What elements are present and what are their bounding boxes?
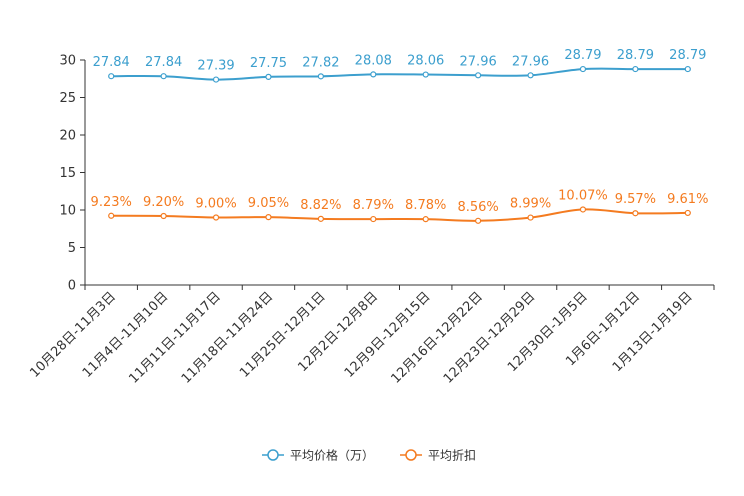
data-label: 27.96 <box>460 54 497 69</box>
data-point <box>632 65 639 73</box>
data-label: 9.20% <box>143 195 184 210</box>
data-label: 27.82 <box>302 55 339 70</box>
y-tick-label: 0 <box>68 279 76 294</box>
data-label: 9.05% <box>248 196 289 211</box>
data-point <box>160 73 167 80</box>
data-point <box>684 65 691 73</box>
series-avg-discount: 9.23% 9.20% 9.00% 9.05% 8.82% 8.79% 8.78% 8.56%… <box>91 188 708 224</box>
legend-label: 平均价格（万） <box>290 448 374 463</box>
data-point <box>212 214 220 221</box>
legend-item-avg-discount[interactable]: 平均折扣 <box>400 448 476 463</box>
data-point <box>422 216 429 223</box>
data-point <box>317 215 324 222</box>
y-tick-label: 30 <box>59 54 76 69</box>
data-label: 27.84 <box>93 55 130 70</box>
series-avg-price: 27.84 27.84 27.39 27.75 27.82 28.08 28.06 27.96… <box>93 48 706 83</box>
series-layer: 27.84 27.84 27.39 27.75 27.82 28.08 28.06 27.96… <box>91 48 708 224</box>
legend[interactable]: 平均价格（万） 平均折扣 <box>262 448 476 463</box>
data-point <box>160 212 167 220</box>
data-label: 9.57% <box>615 192 656 207</box>
data-label: 28.79 <box>669 48 706 63</box>
legend-marker-icon <box>405 449 417 461</box>
y-tick-label: 5 <box>68 241 76 256</box>
legend-item-avg-price[interactable]: 平均价格（万） <box>262 448 374 463</box>
y-tick-label: 20 <box>59 129 76 144</box>
data-label: 27.84 <box>145 55 182 70</box>
data-point <box>370 215 377 223</box>
data-label: 27.39 <box>197 59 234 74</box>
data-label: 8.99% <box>510 197 551 212</box>
y-tick-label: 15 <box>59 166 76 181</box>
series-line <box>111 208 688 222</box>
data-label: 9.23% <box>91 195 132 210</box>
data-point <box>370 71 377 78</box>
y-tick-label: 10 <box>59 204 76 219</box>
data-point <box>475 72 482 79</box>
data-label: 8.79% <box>353 198 394 213</box>
data-point <box>317 73 324 80</box>
x-tick-label: 12月16日-12月22日 <box>388 289 485 386</box>
x-tick-label: 11月11日-11月17日 <box>126 289 223 386</box>
data-point <box>475 217 482 224</box>
data-label: 28.08 <box>355 53 392 68</box>
x-tick-label: 11月18日-11月24日 <box>179 289 276 386</box>
data-point <box>108 212 115 219</box>
legend-label: 平均折扣 <box>428 448 476 463</box>
data-label: 8.82% <box>300 198 341 213</box>
data-point <box>579 206 587 213</box>
y-tick-label: 25 <box>59 91 76 106</box>
data-label: 27.75 <box>250 56 287 71</box>
data-point <box>265 214 272 221</box>
data-label: 28.79 <box>564 48 601 63</box>
data-label: 27.96 <box>512 54 549 69</box>
data-label: 28.79 <box>617 48 654 63</box>
data-label: 9.61% <box>667 192 708 207</box>
legend-marker-icon <box>267 449 279 461</box>
data-label: 10.07% <box>558 188 608 203</box>
x-tick-label: 12月23日-12月29日 <box>441 289 538 386</box>
data-point <box>527 214 534 221</box>
data-point <box>579 65 587 73</box>
data-label: 8.78% <box>405 198 446 213</box>
data-point <box>632 210 639 217</box>
series-line <box>111 67 688 81</box>
data-point <box>212 76 220 83</box>
data-point <box>527 72 534 79</box>
data-label: 28.06 <box>407 54 444 69</box>
data-label: 9.00% <box>195 197 236 212</box>
data-point <box>265 73 272 80</box>
data-point <box>422 71 429 78</box>
x-tick-label: 10月28日-11月3日 <box>27 289 119 381</box>
data-point <box>108 73 115 80</box>
data-label: 8.56% <box>457 200 498 215</box>
data-point <box>684 209 691 217</box>
